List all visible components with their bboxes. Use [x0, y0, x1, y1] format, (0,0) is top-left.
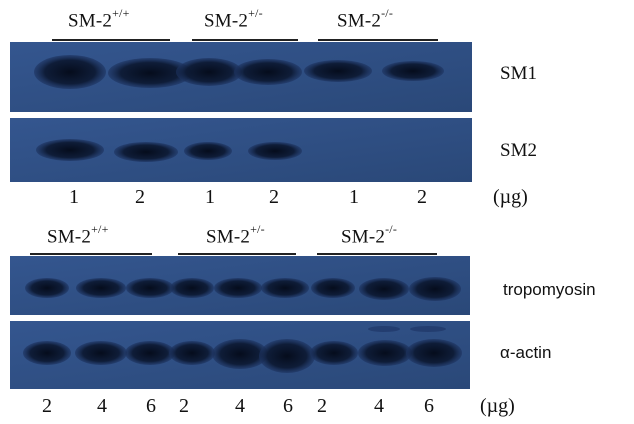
band: [34, 55, 106, 89]
band: [214, 278, 262, 298]
lane-number: 4: [374, 395, 384, 417]
band: [406, 339, 462, 367]
band: [125, 341, 175, 365]
band: [75, 341, 127, 365]
lane-number: 6: [424, 395, 434, 417]
lane-number: 2: [179, 395, 189, 417]
tropomyosin-blot: [10, 256, 470, 315]
blot-label-sm1: SM1: [500, 63, 537, 84]
band: [170, 278, 214, 298]
band: [23, 341, 71, 365]
lane-number: 6: [283, 395, 293, 417]
genotype-label-het-top: SM-2+/-: [204, 6, 263, 32]
band: [304, 60, 372, 82]
genotype-underline-het-bottom: [178, 253, 296, 255]
lane-number: 2: [317, 395, 327, 417]
genotype-label-wt-bottom: SM-2+/+: [47, 222, 109, 248]
genotype-underline-ko-top: [318, 39, 438, 41]
genotype-underline-wt-top: [52, 39, 170, 41]
genotype-label-ko-top: SM-2-/-: [337, 6, 394, 32]
lane-number: 1: [349, 186, 359, 208]
band: [311, 278, 355, 298]
band: [358, 340, 412, 366]
unit-label-top: (µg): [493, 186, 528, 208]
blot-label-sm2: SM2: [500, 140, 537, 161]
blot-label-alpha-actin: α-actin: [500, 343, 552, 362]
band-faint: [368, 326, 400, 332]
sm2-blot: [10, 118, 472, 182]
genotype-underline-wt-bottom: [30, 253, 152, 255]
lane-number: 2: [42, 395, 52, 417]
lane-number: 2: [269, 186, 279, 208]
band: [36, 139, 104, 161]
unit-label-bottom: (µg): [480, 395, 515, 417]
genotype-label-ko-bottom: SM-2-/-: [341, 222, 398, 248]
band: [259, 339, 315, 373]
band: [108, 58, 192, 88]
band: [248, 142, 302, 160]
band: [261, 278, 309, 298]
lane-number: 2: [417, 186, 427, 208]
band: [212, 339, 268, 369]
sm1-blot: [10, 42, 472, 112]
lane-number: 6: [146, 395, 156, 417]
genotype-underline-ko-bottom: [317, 253, 437, 255]
band: [382, 61, 444, 81]
genotype-underline-het-top: [192, 39, 298, 41]
band: [169, 341, 215, 365]
band: [409, 277, 461, 301]
lane-number: 1: [69, 186, 79, 208]
band: [234, 59, 302, 85]
band: [114, 142, 178, 162]
alpha-actin-blot: [10, 321, 470, 389]
genotype-label-het-bottom: SM-2+/-: [206, 222, 265, 248]
band: [184, 142, 232, 160]
band: [126, 278, 174, 298]
blot-label-tropomyosin: tropomyosin: [503, 280, 596, 299]
band: [76, 278, 126, 298]
lane-number: 1: [205, 186, 215, 208]
lane-number: 4: [97, 395, 107, 417]
band: [25, 278, 69, 298]
genotype-label-wt-top: SM-2+/+: [68, 6, 130, 32]
band: [176, 58, 242, 86]
lane-number: 4: [235, 395, 245, 417]
band-faint: [410, 326, 446, 332]
band: [310, 341, 358, 365]
lane-number: 2: [135, 186, 145, 208]
band: [359, 278, 409, 300]
